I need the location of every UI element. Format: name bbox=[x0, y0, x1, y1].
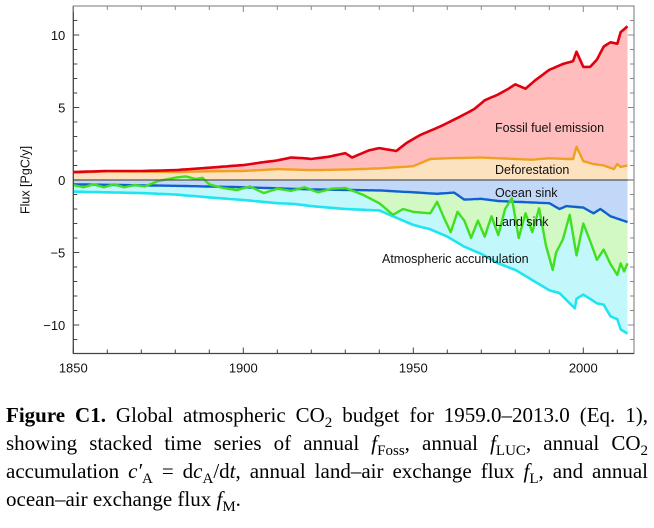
caption-text: accumulation bbox=[6, 459, 129, 483]
area-ocean-sink bbox=[73, 180, 628, 223]
caption-text: . bbox=[235, 487, 241, 511]
caption-sub: LUC bbox=[495, 443, 526, 459]
y-tick-label: −5 bbox=[50, 246, 65, 261]
caption-text: , annual land–air exchange flux bbox=[235, 459, 524, 483]
caption-text: budget for 1959.0–2013.0 (Eq. 1), showin… bbox=[6, 403, 648, 455]
line-atmospheric-accumulation bbox=[73, 190, 629, 335]
caption-text: /d bbox=[213, 459, 230, 483]
caption-symbol: f bbox=[523, 459, 530, 483]
caption-sub: M bbox=[222, 499, 236, 515]
x-tick-label: 1850 bbox=[59, 361, 88, 376]
x-tick-label: 2000 bbox=[569, 361, 598, 376]
caption-symbol: c′ bbox=[128, 459, 143, 483]
chart: 1850 1900 1950 2000 10 5 0 −5 −10 Flux [PgC/y] F… bbox=[18, 5, 635, 376]
caption-text: Global atmospheric CO bbox=[105, 403, 325, 427]
label-land-sink: Land sink bbox=[495, 215, 549, 229]
label-atmospheric-accumulation: Atmospheric accumulation bbox=[382, 252, 529, 266]
caption-sub: 2 bbox=[324, 415, 333, 431]
caption-text: , annual CO bbox=[525, 431, 641, 455]
y-tick-label: 5 bbox=[58, 101, 65, 116]
label-ocean-sink: Ocean sink bbox=[495, 186, 558, 200]
y-tick-label: −10 bbox=[43, 318, 65, 333]
caption-sub: L bbox=[529, 471, 539, 487]
caption-sub: Foss bbox=[377, 443, 405, 459]
y-tick-label: 0 bbox=[58, 173, 65, 188]
label-fossil-fuel-emission: Fossil fuel emission bbox=[495, 121, 604, 135]
label-deforestation: Deforestation bbox=[495, 163, 569, 177]
line-deforestation bbox=[73, 145, 628, 174]
caption-sub: A bbox=[142, 471, 153, 487]
caption-text: = d bbox=[152, 459, 194, 483]
caption-text: , and annual ocean–air exchange flux bbox=[6, 459, 649, 511]
y-axis-label: Flux [PgC/y] bbox=[18, 146, 32, 214]
figure-caption: Figure C1. Global atmospheric CO2 budget… bbox=[6, 401, 649, 515]
line-fossil-fuel-emission bbox=[73, 25, 629, 174]
caption-symbol: f bbox=[216, 487, 223, 511]
caption-symbol: t bbox=[229, 459, 236, 483]
caption-text: , annual bbox=[404, 431, 491, 455]
caption-symbol: c bbox=[193, 459, 203, 483]
area-fossil-fuel-emission bbox=[73, 26, 628, 180]
tick-labels: 1850 1900 1950 2000 10 5 0 −5 −10 bbox=[43, 28, 598, 376]
figure-label: Figure C1. bbox=[6, 403, 106, 427]
caption-symbol: f bbox=[490, 431, 496, 455]
x-tick-label: 1950 bbox=[399, 361, 428, 376]
y-tick-label: 10 bbox=[51, 28, 65, 43]
area-land-sink bbox=[73, 176, 628, 275]
caption-sub: A bbox=[202, 471, 214, 487]
caption-sub: 2 bbox=[640, 443, 649, 459]
caption-symbol: f bbox=[371, 431, 378, 455]
axis-ticks bbox=[72, 6, 634, 354]
x-tick-label: 1900 bbox=[229, 361, 258, 376]
